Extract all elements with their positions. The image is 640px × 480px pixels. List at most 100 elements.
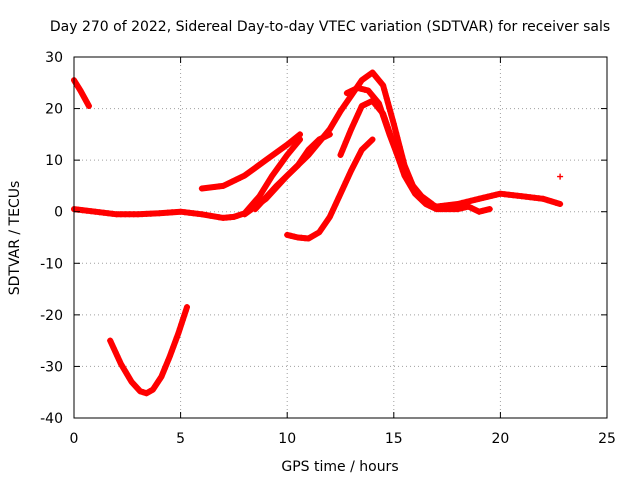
data-point <box>331 119 338 125</box>
data-point <box>274 165 281 172</box>
data-point <box>109 341 115 348</box>
data-point <box>294 162 301 169</box>
data-point <box>403 172 410 179</box>
data-point <box>367 90 374 97</box>
data-point <box>77 87 84 94</box>
data-point <box>348 167 355 174</box>
data-point <box>335 194 342 201</box>
data-point <box>373 97 380 104</box>
series-trace <box>71 136 303 221</box>
data-point <box>337 108 344 115</box>
series-sat-b <box>71 136 303 221</box>
data-point <box>85 103 92 109</box>
data-point <box>362 74 369 81</box>
data-point <box>463 198 470 205</box>
data-point <box>382 118 388 125</box>
data-point <box>284 141 291 148</box>
data-point <box>476 195 483 202</box>
data-point <box>294 139 301 146</box>
data-point <box>454 206 461 213</box>
data-point <box>343 90 350 97</box>
data-point <box>173 334 180 341</box>
data-point <box>413 186 420 193</box>
data-point <box>312 231 319 238</box>
x-axis-label: GPS time / hours <box>281 459 398 475</box>
data-point <box>469 205 475 212</box>
data-point <box>156 377 163 383</box>
data-point <box>258 199 265 206</box>
data-point <box>365 99 372 106</box>
data-point <box>405 176 412 183</box>
data-point <box>377 79 384 86</box>
data-point <box>161 365 168 372</box>
data-point <box>312 140 319 146</box>
data-point <box>388 135 395 142</box>
data-point <box>365 140 372 146</box>
data-point <box>261 185 268 191</box>
data-point <box>220 182 227 189</box>
data-point <box>399 163 406 170</box>
data-point <box>286 148 293 155</box>
data-point <box>361 86 368 93</box>
data-point <box>291 233 298 240</box>
data-point <box>486 206 493 213</box>
axis-ticks: 0 5 10 15 20 25 -40 -30 -20 -10 0 10 20 30 <box>40 50 616 447</box>
data-point <box>383 95 390 102</box>
data-point <box>358 103 365 109</box>
data-point <box>358 77 365 84</box>
data-point <box>316 136 323 143</box>
data-point <box>280 176 287 183</box>
data-point <box>207 212 214 219</box>
x-tick-label: 25 <box>598 431 616 447</box>
data-point <box>381 86 388 93</box>
data-point <box>107 337 114 344</box>
data-point <box>261 196 268 203</box>
data-point <box>386 103 393 110</box>
data-point <box>116 357 123 363</box>
data-point <box>270 152 276 158</box>
data-point <box>369 69 376 76</box>
data-point <box>291 142 298 149</box>
series-sat-d <box>198 131 303 192</box>
data-point <box>340 104 347 111</box>
y-axis-label: SDTVAR / TECUs <box>7 181 23 296</box>
data-point <box>146 388 153 395</box>
data-point <box>134 385 141 392</box>
data-point <box>128 378 135 385</box>
data-point <box>369 136 376 143</box>
data-point <box>253 196 260 203</box>
data-point <box>290 136 297 143</box>
data-point <box>287 139 294 146</box>
data-point <box>273 149 280 156</box>
data-point <box>337 152 344 158</box>
data-point <box>266 154 273 161</box>
chart-title: Day 270 of 2022, Sidereal Day-to-day VTE… <box>50 19 610 35</box>
data-point <box>277 179 284 186</box>
data-point <box>344 134 351 141</box>
data-point <box>75 84 82 91</box>
data-point <box>422 195 429 202</box>
data-point <box>287 169 294 176</box>
data-point <box>339 147 346 154</box>
data-point <box>277 146 284 153</box>
data-point <box>342 100 349 107</box>
data-point <box>394 134 401 141</box>
data-point <box>264 180 271 187</box>
y-tick-label: 0 <box>54 205 63 221</box>
data-point <box>383 122 390 129</box>
data-point <box>418 193 425 200</box>
data-point <box>332 202 339 209</box>
data-point <box>165 357 172 364</box>
data-point <box>293 133 300 140</box>
data-point <box>122 368 129 375</box>
data-point <box>289 145 296 152</box>
data-point <box>557 173 564 180</box>
data-point <box>341 182 348 189</box>
y-tick-label: 30 <box>45 50 63 66</box>
data-point <box>552 199 559 206</box>
data-point <box>326 213 333 220</box>
data-point <box>389 139 396 146</box>
series-trace <box>107 304 190 397</box>
data-point <box>390 121 397 127</box>
